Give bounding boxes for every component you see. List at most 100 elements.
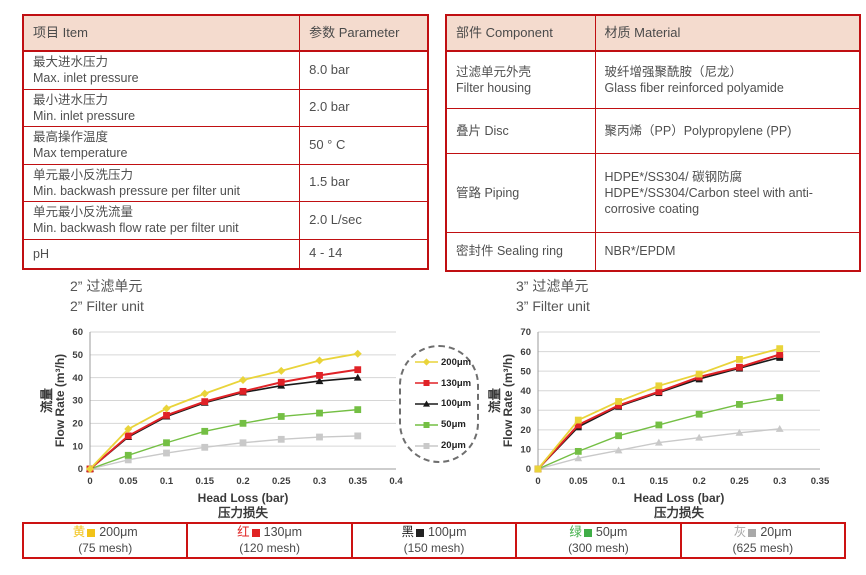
svg-text:0: 0 bbox=[78, 464, 83, 475]
svg-text:0.1: 0.1 bbox=[160, 476, 174, 487]
mesh-cell-20μm: 灰 20μm (625 mesh) bbox=[682, 524, 844, 557]
table-row: pH 4 - 14 bbox=[22, 238, 429, 270]
mesh-count-label: (625 mesh) bbox=[732, 540, 794, 555]
table-row: 最大进水压力 Max. inlet pressure 8.0 bar bbox=[22, 50, 429, 90]
svg-text:0.05: 0.05 bbox=[119, 476, 138, 487]
svg-text:0: 0 bbox=[535, 476, 540, 487]
svg-text:压力损失: 压力损失 bbox=[654, 505, 705, 520]
chart2-title-en: 3” Filter unit bbox=[516, 298, 590, 315]
item-label-zh: 最小进水压力 bbox=[33, 92, 109, 107]
svg-text:0.2: 0.2 bbox=[236, 476, 249, 487]
mesh-count-label: (150 mesh) bbox=[403, 540, 465, 555]
spec-table: 项目 Item 参数 Parameter 最大进水压力 Max. inlet pr… bbox=[22, 14, 429, 270]
svg-text:10: 10 bbox=[72, 441, 83, 452]
svg-text:40: 40 bbox=[72, 373, 83, 384]
chart1-title-zh: 2” 过滤单元 bbox=[70, 278, 143, 294]
svg-text:0.15: 0.15 bbox=[196, 476, 215, 487]
svg-text:0.35: 0.35 bbox=[811, 476, 830, 487]
item-label-zh: 最高操作温度 bbox=[33, 130, 109, 144]
mesh-cell-130μm: 红 130μm (120 mesh) bbox=[188, 524, 353, 557]
flow-rate-chart-3inch: 0 10 20 30 40 50 60 70 0 0.05 0.1 0.15 0.2 0.25 0.3 0.3… bbox=[483, 322, 865, 527]
legend-item-20μm: 20μm bbox=[414, 440, 477, 451]
mesh-size-label: 100μm bbox=[428, 525, 467, 540]
material-header-material: 材质 Material bbox=[594, 14, 861, 52]
spec-header-parameter: 参数 Parameter bbox=[299, 14, 429, 52]
item-label-en: Max temperature bbox=[33, 146, 128, 161]
mesh-color-name: 红 bbox=[237, 525, 250, 540]
legend-marker-icon bbox=[415, 380, 438, 387]
svg-text:0.2: 0.2 bbox=[693, 476, 706, 487]
svg-text:Head Loss (bar): Head Loss (bar) bbox=[634, 491, 725, 505]
svg-text:50: 50 bbox=[72, 350, 83, 361]
mesh-color-name: 灰 bbox=[733, 525, 747, 540]
material-table: 部件 Component 材质 Material 过滤单元外壳 Filter ho… bbox=[445, 14, 861, 272]
table-row: 过滤单元外壳 Filter housing 玻纤增强聚酰胺（尼龙） Glass fi… bbox=[445, 50, 861, 109]
legend-item-100μm: 100μm bbox=[414, 398, 477, 409]
item-label-zh: pH bbox=[33, 246, 49, 261]
svg-text:30: 30 bbox=[72, 396, 83, 407]
table-row: 最小进水压力 Min. inlet pressure 2.0 bar bbox=[22, 88, 429, 127]
svg-text:50: 50 bbox=[520, 366, 531, 377]
legend-marker-icon bbox=[415, 400, 438, 407]
svg-text:20: 20 bbox=[72, 419, 83, 430]
item-value: 2.0 L/sec bbox=[299, 201, 429, 240]
material-header-component: 部件 Component bbox=[445, 14, 596, 52]
item-label-en: Max. inlet pressure bbox=[33, 71, 139, 86]
material-value-en: Glass fiber reinforced polyamide bbox=[604, 81, 784, 95]
svg-text:0.35: 0.35 bbox=[349, 476, 368, 487]
material-value-zh: 玻纤增强聚酰胺（尼龙） bbox=[604, 64, 743, 79]
mesh-color-swatch-icon bbox=[416, 529, 425, 537]
mesh-color-swatch-icon bbox=[583, 529, 592, 537]
svg-text:30: 30 bbox=[520, 405, 531, 416]
svg-text:流量Flow Rate (m³/h): 流量Flow Rate (m³/h) bbox=[39, 354, 67, 447]
legend-item-label: 200μm bbox=[441, 356, 472, 368]
item-value: 50 ° C bbox=[299, 126, 429, 165]
legend-marker-icon bbox=[415, 358, 438, 366]
svg-text:70: 70 bbox=[520, 327, 531, 338]
chart-legend: 200μm 130μm 100μm 50μm 20μm bbox=[399, 345, 479, 463]
svg-text:10: 10 bbox=[520, 445, 531, 456]
component-label-zh: 过滤单元外壳 bbox=[456, 64, 532, 79]
spec-header-item: 项目 Item bbox=[22, 14, 301, 52]
svg-text:20: 20 bbox=[520, 425, 531, 436]
spec-table-header-row: 项目 Item 参数 Parameter bbox=[22, 14, 429, 52]
svg-text:0.05: 0.05 bbox=[569, 476, 588, 487]
legend-marker-icon bbox=[415, 442, 438, 449]
svg-text:0.25: 0.25 bbox=[272, 476, 291, 487]
component-label-zh: 密封件 Sealing ring bbox=[456, 244, 563, 259]
item-label-en: Min. backwash flow rate per filter unit bbox=[33, 221, 239, 236]
svg-text:Head Loss (bar): Head Loss (bar) bbox=[198, 491, 289, 505]
component-label-zh: 叠片 Disc bbox=[456, 123, 509, 138]
material-table-header-row: 部件 Component 材质 Material bbox=[445, 14, 861, 52]
legend-marker-icon bbox=[415, 421, 438, 428]
material-value-zh: HDPE*/SS304/ 碳钢防腐 bbox=[604, 169, 743, 184]
table-row: 叠片 Disc 聚丙烯（PP）Polypropylene (PP) bbox=[445, 108, 861, 154]
table-row: 单元最小反洗流量 Min. backwash flow rate per filt… bbox=[22, 201, 429, 240]
chart1-title: 2” 过滤单元 2” Filter unit bbox=[70, 276, 144, 317]
mesh-cell-100μm: 黑 100μm (150 mesh) bbox=[353, 524, 518, 557]
item-label-en: Min. backwash pressure per filter unit bbox=[33, 183, 241, 198]
item-value: 2.0 bar bbox=[299, 88, 429, 127]
legend-item-130μm: 130μm bbox=[414, 378, 477, 389]
item-label-zh: 单元最小反洗压力 bbox=[33, 167, 134, 182]
material-value-zh: 聚丙烯（PP）Polypropylene (PP) bbox=[604, 123, 792, 138]
mesh-size-label: 130μm bbox=[263, 525, 303, 540]
legend-item-50μm: 50μm bbox=[414, 419, 477, 430]
mesh-color-swatch-icon bbox=[748, 529, 757, 537]
mesh-color-swatch-icon bbox=[87, 529, 96, 537]
material-value-en: HDPE*/SS304/Carbon steel with anti-corro… bbox=[604, 185, 813, 217]
item-value: 1.5 bar bbox=[299, 163, 429, 202]
svg-text:60: 60 bbox=[520, 347, 531, 358]
mesh-size-label: 20μm bbox=[760, 525, 792, 540]
legend-item-label: 130μm bbox=[441, 377, 472, 389]
component-label-en: Filter housing bbox=[456, 81, 532, 95]
legend-item-label: 20μm bbox=[441, 440, 466, 452]
component-label-zh: 管路 Piping bbox=[456, 185, 520, 200]
item-label-en: Min. inlet pressure bbox=[33, 108, 136, 123]
svg-text:40: 40 bbox=[520, 386, 531, 397]
svg-text:0: 0 bbox=[526, 464, 531, 475]
svg-text:0.25: 0.25 bbox=[730, 476, 749, 487]
mesh-color-name: 黄 bbox=[72, 525, 86, 540]
mesh-size-label: 200μm bbox=[99, 525, 138, 540]
table-row: 管路 Piping HDPE*/SS304/ 碳钢防腐 HDPE*/SS304/C… bbox=[445, 153, 861, 233]
